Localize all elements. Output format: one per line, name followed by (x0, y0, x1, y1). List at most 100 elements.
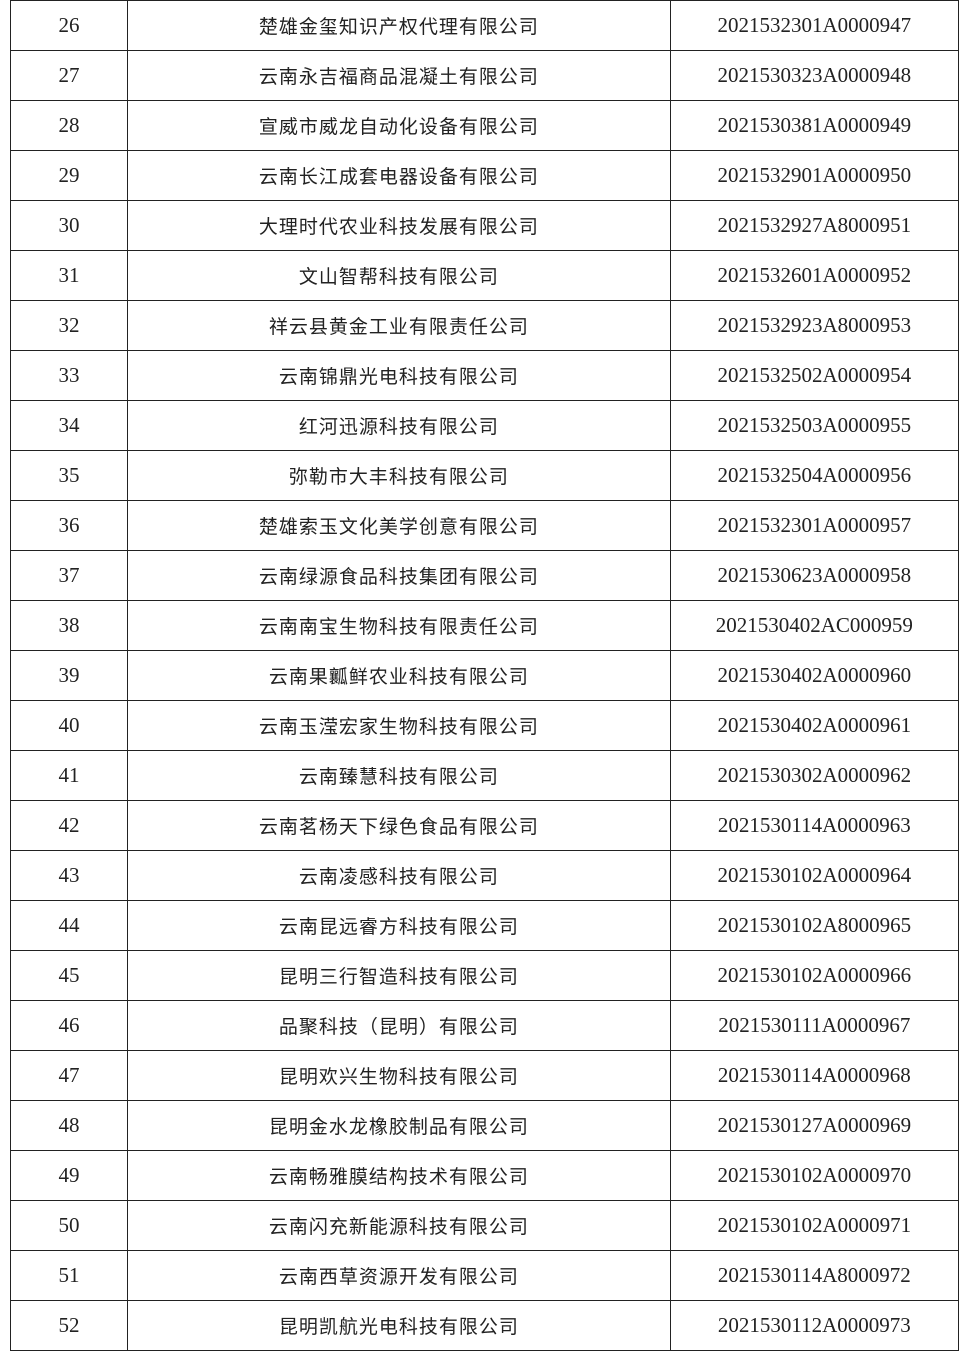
registration-code-cell: 2021530127A0000969 (669, 1100, 960, 1151)
table-row: 34 红河迅源科技有限公司 2021532503A0000955 (9, 400, 960, 451)
company-name-cell: 宣威市威龙自动化设备有限公司 (127, 100, 671, 151)
table-row: 26 楚雄金玺知识产权代理有限公司 2021532301A0000947 (9, 0, 960, 51)
registration-code-cell: 2021532901A0000950 (669, 150, 960, 201)
row-number-cell: 47 (9, 1050, 129, 1101)
table-row: 39 云南果瓤鲜农业科技有限公司 2021530402A0000960 (9, 650, 960, 701)
registration-code-cell: 2021530114A8000972 (669, 1250, 960, 1301)
row-number-cell: 28 (9, 100, 129, 151)
table-row: 51 云南西草资源开发有限公司 2021530114A8000972 (9, 1250, 960, 1301)
company-registry-table: 26 楚雄金玺知识产权代理有限公司 2021532301A0000947 27 云南永吉… (9, 0, 960, 1351)
company-name-cell: 云南臻慧科技有限公司 (127, 750, 671, 801)
company-name-cell: 品聚科技（昆明）有限公司 (127, 1000, 671, 1051)
company-name-cell: 云南果瓤鲜农业科技有限公司 (127, 650, 671, 701)
row-number-cell: 39 (9, 650, 129, 701)
row-number-cell: 31 (9, 250, 129, 301)
company-name-cell: 云南永吉福商品混凝土有限公司 (127, 50, 671, 101)
company-name-cell: 红河迅源科技有限公司 (127, 400, 671, 451)
company-name-cell: 云南畅雅膜结构技术有限公司 (127, 1150, 671, 1201)
table-row: 47 昆明欢兴生物科技有限公司 2021530114A0000968 (9, 1050, 960, 1101)
registration-code-cell: 2021530114A0000968 (669, 1050, 960, 1101)
row-number-cell: 26 (9, 0, 129, 51)
row-number-cell: 38 (9, 600, 129, 651)
registration-code-cell: 2021530102A0000971 (669, 1200, 960, 1251)
row-number-cell: 46 (9, 1000, 129, 1051)
row-number-cell: 45 (9, 950, 129, 1001)
row-number-cell: 32 (9, 300, 129, 351)
row-number-cell: 41 (9, 750, 129, 801)
company-name-cell: 祥云县黄金工业有限责任公司 (127, 300, 671, 351)
company-name-cell: 文山智帮科技有限公司 (127, 250, 671, 301)
row-number-cell: 40 (9, 700, 129, 751)
table-row: 52 昆明凯航光电科技有限公司 2021530112A0000973 (9, 1300, 960, 1351)
registration-code-cell: 2021532601A0000952 (669, 250, 960, 301)
table-row: 33 云南锦鼎光电科技有限公司 2021532502A0000954 (9, 350, 960, 401)
row-number-cell: 43 (9, 850, 129, 901)
row-number-cell: 51 (9, 1250, 129, 1301)
registration-code-cell: 2021530102A0000966 (669, 950, 960, 1001)
registration-code-cell: 2021530402A0000961 (669, 700, 960, 751)
registration-code-cell: 2021530302A0000962 (669, 750, 960, 801)
company-name-cell: 云南西草资源开发有限公司 (127, 1250, 671, 1301)
company-name-cell: 云南昆远睿方科技有限公司 (127, 900, 671, 951)
registration-code-cell: 2021532927A8000951 (669, 200, 960, 251)
row-number-cell: 50 (9, 1200, 129, 1251)
table-row: 40 云南玉滢宏家生物科技有限公司 2021530402A0000961 (9, 700, 960, 751)
table-row: 35 弥勒市大丰科技有限公司 2021532504A0000956 (9, 450, 960, 501)
table-row: 46 品聚科技（昆明）有限公司 2021530111A0000967 (9, 1000, 960, 1051)
company-name-cell: 昆明三行智造科技有限公司 (127, 950, 671, 1001)
table-body: 26 楚雄金玺知识产权代理有限公司 2021532301A0000947 27 云南永吉… (9, 0, 960, 1351)
registration-code-cell: 2021530114A0000963 (669, 800, 960, 851)
registration-code-cell: 2021530111A0000967 (669, 1000, 960, 1051)
table-row: 28 宣威市威龙自动化设备有限公司 2021530381A0000949 (9, 100, 960, 151)
table-row: 44 云南昆远睿方科技有限公司 2021530102A8000965 (9, 900, 960, 951)
registration-code-cell: 2021530102A0000970 (669, 1150, 960, 1201)
row-number-cell: 37 (9, 550, 129, 601)
registration-code-cell: 2021532502A0000954 (669, 350, 960, 401)
table-row: 31 文山智帮科技有限公司 2021532601A0000952 (9, 250, 960, 301)
row-number-cell: 35 (9, 450, 129, 501)
company-name-cell: 云南绿源食品科技集团有限公司 (127, 550, 671, 601)
table-row: 38 云南南宝生物科技有限责任公司 2021530402AC000959 (9, 600, 960, 651)
row-number-cell: 33 (9, 350, 129, 401)
row-number-cell: 42 (9, 800, 129, 851)
registration-code-cell: 2021530323A0000948 (669, 50, 960, 101)
registration-code-cell: 2021530112A0000973 (669, 1300, 960, 1351)
row-number-cell: 52 (9, 1300, 129, 1351)
company-name-cell: 昆明凯航光电科技有限公司 (127, 1300, 671, 1351)
row-number-cell: 27 (9, 50, 129, 101)
company-name-cell: 云南玉滢宏家生物科技有限公司 (127, 700, 671, 751)
row-number-cell: 30 (9, 200, 129, 251)
company-name-cell: 云南茗杨天下绿色食品有限公司 (127, 800, 671, 851)
company-name-cell: 云南凌感科技有限公司 (127, 850, 671, 901)
registration-code-cell: 2021532301A0000947 (669, 0, 960, 51)
registration-code-cell: 2021530102A8000965 (669, 900, 960, 951)
company-name-cell: 楚雄索玉文化美学创意有限公司 (127, 500, 671, 551)
company-name-cell: 昆明欢兴生物科技有限公司 (127, 1050, 671, 1101)
registration-code-cell: 2021532301A0000957 (669, 500, 960, 551)
company-name-cell: 云南南宝生物科技有限责任公司 (127, 600, 671, 651)
row-number-cell: 34 (9, 400, 129, 451)
company-name-cell: 昆明金水龙橡胶制品有限公司 (127, 1100, 671, 1151)
table-row: 37 云南绿源食品科技集团有限公司 2021530623A0000958 (9, 550, 960, 601)
registration-code-cell: 2021532504A0000956 (669, 450, 960, 501)
table-row: 29 云南长江成套电器设备有限公司 2021532901A0000950 (9, 150, 960, 201)
registration-code-cell: 2021532503A0000955 (669, 400, 960, 451)
row-number-cell: 29 (9, 150, 129, 201)
row-number-cell: 36 (9, 500, 129, 551)
table-row: 36 楚雄索玉文化美学创意有限公司 2021532301A0000957 (9, 500, 960, 551)
table-row: 27 云南永吉福商品混凝土有限公司 2021530323A0000948 (9, 50, 960, 101)
company-name-cell: 云南锦鼎光电科技有限公司 (127, 350, 671, 401)
company-name-cell: 大理时代农业科技发展有限公司 (127, 200, 671, 251)
registration-code-cell: 2021530402AC000959 (669, 600, 960, 651)
registration-code-cell: 2021530381A0000949 (669, 100, 960, 151)
row-number-cell: 44 (9, 900, 129, 951)
table-row: 50 云南闪充新能源科技有限公司 2021530102A0000971 (9, 1200, 960, 1251)
table-row: 48 昆明金水龙橡胶制品有限公司 2021530127A0000969 (9, 1100, 960, 1151)
table-row: 32 祥云县黄金工业有限责任公司 2021532923A8000953 (9, 300, 960, 351)
table-row: 41 云南臻慧科技有限公司 2021530302A0000962 (9, 750, 960, 801)
company-name-cell: 弥勒市大丰科技有限公司 (127, 450, 671, 501)
table-row: 42 云南茗杨天下绿色食品有限公司 2021530114A0000963 (9, 800, 960, 851)
table-row: 45 昆明三行智造科技有限公司 2021530102A0000966 (9, 950, 960, 1001)
registration-code-cell: 2021532923A8000953 (669, 300, 960, 351)
row-number-cell: 49 (9, 1150, 129, 1201)
